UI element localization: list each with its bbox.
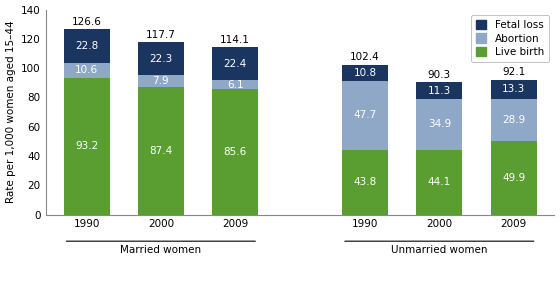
Text: 114.1: 114.1 [220, 35, 250, 45]
Text: 92.1: 92.1 [502, 67, 525, 78]
Bar [63, 29, 110, 63]
Text: Married women: Married women [120, 245, 202, 255]
Text: 22.4: 22.4 [223, 59, 247, 69]
Bar [138, 75, 184, 87]
Bar [342, 81, 388, 150]
Text: 87.4: 87.4 [149, 146, 172, 156]
Text: 10.6: 10.6 [75, 65, 98, 75]
Text: 13.3: 13.3 [502, 84, 525, 94]
Text: 117.7: 117.7 [146, 30, 176, 40]
Bar [212, 47, 258, 80]
Text: 11.3: 11.3 [428, 86, 451, 96]
Text: 22.8: 22.8 [75, 41, 98, 51]
Bar [212, 80, 258, 89]
Bar [342, 150, 388, 214]
Text: 90.3: 90.3 [428, 70, 451, 80]
Text: 93.2: 93.2 [75, 141, 98, 151]
Text: 102.4: 102.4 [350, 52, 380, 62]
Text: 22.3: 22.3 [149, 54, 172, 64]
Bar [342, 65, 388, 81]
Bar [138, 42, 184, 75]
Y-axis label: Rate per 1,000 women aged 15–44: Rate per 1,000 women aged 15–44 [6, 21, 16, 203]
Bar [63, 63, 110, 78]
Bar [63, 78, 110, 214]
Legend: Fetal loss, Abortion, Live birth: Fetal loss, Abortion, Live birth [471, 15, 549, 62]
Bar [491, 142, 536, 214]
Bar [416, 150, 463, 214]
Bar [212, 89, 258, 214]
Text: 10.8: 10.8 [353, 68, 377, 78]
Text: 7.9: 7.9 [152, 76, 169, 86]
Text: 44.1: 44.1 [428, 177, 451, 187]
Text: 43.8: 43.8 [353, 178, 377, 187]
Bar [416, 82, 463, 99]
Text: Unmarried women: Unmarried women [391, 245, 488, 255]
Text: 85.6: 85.6 [223, 147, 247, 157]
Text: 49.9: 49.9 [502, 173, 525, 183]
Text: 47.7: 47.7 [353, 110, 377, 120]
Bar [416, 99, 463, 150]
Bar [138, 87, 184, 214]
Bar [491, 99, 536, 142]
Text: 34.9: 34.9 [428, 120, 451, 130]
Bar [491, 80, 536, 99]
Text: 126.6: 126.6 [72, 17, 101, 27]
Text: 28.9: 28.9 [502, 115, 525, 125]
Text: 6.1: 6.1 [227, 80, 244, 90]
